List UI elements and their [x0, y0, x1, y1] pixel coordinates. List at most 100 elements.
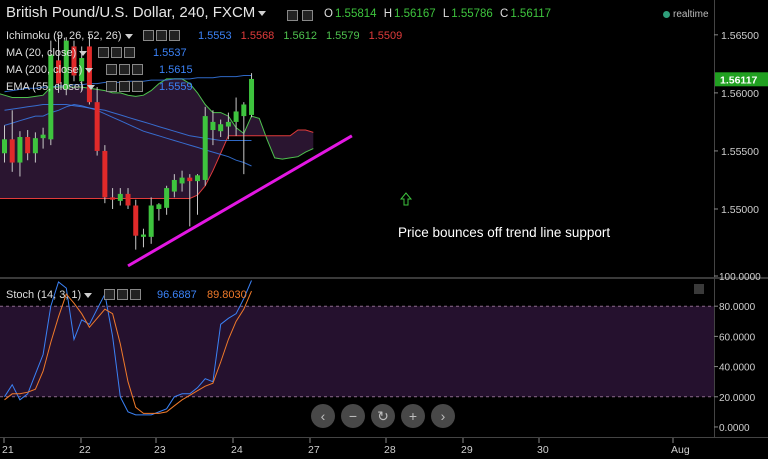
- zoom-out-icon[interactable]: −: [341, 404, 365, 428]
- candle-body: [117, 193, 123, 201]
- time-tick-label-3: 24: [231, 444, 243, 456]
- candle-body: [164, 188, 170, 208]
- price-tick-label-2: 1.55500: [721, 146, 759, 158]
- candle: [218, 119, 224, 137]
- close-label: C: [500, 8, 509, 20]
- line-series-senkou-span-b: [0, 129, 314, 199]
- open-label: O: [324, 8, 333, 20]
- realtime-label: realtime: [673, 9, 709, 20]
- ma20-label: MA (20, close): [6, 47, 77, 59]
- chevron-down-icon[interactable]: [124, 33, 133, 39]
- settings-icon[interactable]: [111, 47, 122, 58]
- time-tick-label-7: 30: [537, 444, 549, 456]
- ma200-legend[interactable]: MA (200, close): [6, 64, 94, 76]
- ohlc-readout: O 1.55814 H 1.56167 L 1.55786 C 1.56117: [324, 8, 555, 20]
- reset-icon[interactable]: ↻: [371, 404, 395, 428]
- candle: [56, 34, 62, 93]
- candle-body: [225, 121, 231, 127]
- candle-body: [56, 60, 62, 84]
- candle: [233, 97, 239, 136]
- ichimoku-label: Ichimoku (9, 26, 52, 26): [6, 30, 122, 42]
- candle: [156, 203, 162, 221]
- high-value: 1.56167: [394, 8, 436, 20]
- stoch-tick-label-0: 100.0000: [719, 272, 761, 283]
- eye-icon[interactable]: [104, 289, 115, 300]
- chevron-down-icon[interactable]: [84, 292, 93, 298]
- candle-body: [9, 139, 15, 163]
- settings-icon[interactable]: [119, 81, 130, 92]
- candle-body: [2, 139, 7, 154]
- candle-body: [133, 205, 139, 236]
- open-value: 1.55814: [334, 8, 377, 20]
- settings-icon[interactable]: [302, 10, 313, 21]
- eye-icon[interactable]: [143, 30, 154, 41]
- status-dot-icon: [663, 10, 670, 18]
- close-icon[interactable]: [169, 30, 180, 41]
- eye-icon[interactable]: [106, 81, 117, 92]
- stoch-k-value: 96.6887: [157, 289, 197, 301]
- settings-icon[interactable]: [119, 64, 130, 75]
- close-icon[interactable]: [124, 47, 135, 58]
- price-tick-label-0: 1.56500: [721, 30, 759, 42]
- settings-icon[interactable]: [117, 289, 128, 300]
- settings-icon[interactable]: [156, 30, 167, 41]
- chevron-down-icon[interactable]: [86, 84, 95, 90]
- candle: [25, 130, 31, 161]
- candle-body: [110, 197, 116, 200]
- eye-icon[interactable]: [287, 10, 298, 21]
- stoch-tick-label-3: 40.0000: [719, 363, 756, 374]
- candle-body: [40, 134, 46, 139]
- stoch-series-k: [4, 280, 252, 416]
- chart-title[interactable]: British Pound/U.S. Dollar, 240, FXCM: [6, 4, 267, 21]
- close-icon[interactable]: [132, 64, 143, 75]
- eye-icon[interactable]: [98, 47, 109, 58]
- candle-body: [179, 177, 185, 184]
- candle-body: [195, 175, 200, 182]
- ichimoku-legend[interactable]: Ichimoku (9, 26, 52, 26): [6, 30, 133, 42]
- candle-body: [63, 40, 69, 90]
- time-tick-label-4: 27: [308, 444, 320, 456]
- candle: [148, 197, 154, 244]
- close-icon[interactable]: [130, 289, 141, 300]
- ma20-legend[interactable]: MA (20, close): [6, 47, 88, 59]
- candle: [117, 188, 123, 206]
- candle-body: [171, 179, 177, 192]
- stoch-legend[interactable]: Stoch (14, 3, 1): [6, 289, 93, 301]
- chevron-down-icon[interactable]: [258, 10, 267, 16]
- chevron-right-icon[interactable]: ›: [431, 404, 455, 428]
- low-label: L: [442, 8, 450, 20]
- candle: [179, 170, 185, 192]
- close-icon[interactable]: [132, 81, 143, 92]
- candle: [210, 110, 216, 146]
- candle: [9, 110, 15, 172]
- candle-body: [32, 138, 38, 154]
- ichimoku-value-1: 1.5553: [198, 30, 232, 42]
- candle-body: [71, 46, 77, 76]
- candle: [94, 87, 100, 156]
- time-tick-label-8: Aug: [671, 444, 690, 456]
- time-tick-label-6: 29: [461, 444, 473, 456]
- chevron-left-icon[interactable]: ‹: [311, 404, 335, 428]
- stoch-d-value: 89.8030: [207, 289, 247, 301]
- ichimoku-values: 1.5553 1.5568 1.5612 1.5579 1.5509: [198, 30, 402, 42]
- candle-body: [125, 193, 131, 206]
- chevron-down-icon[interactable]: [79, 50, 88, 56]
- up-arrow-icon: [399, 192, 413, 206]
- zoom-in-icon[interactable]: +: [401, 404, 425, 428]
- candle: [164, 185, 170, 215]
- ema55-legend[interactable]: EMA (55, close): [6, 81, 95, 93]
- stoch-series-d: [4, 290, 252, 414]
- candle-body: [148, 205, 154, 237]
- stoch-tick-label-5: 0.0000: [719, 423, 750, 434]
- eye-icon[interactable]: [106, 64, 117, 75]
- line-series-senkou-span-a: [0, 78, 314, 160]
- candle-body: [86, 46, 92, 103]
- ichimoku-value-2: 1.5568: [240, 30, 275, 42]
- panel-arrow-icon: [694, 284, 704, 294]
- ichimoku-value-5: 1.5509: [368, 30, 403, 42]
- candle-body: [187, 177, 193, 182]
- price-tick-label-1: 1.56000: [721, 88, 759, 100]
- chevron-down-icon[interactable]: [85, 67, 94, 73]
- time-tick-label-2: 23: [154, 444, 166, 456]
